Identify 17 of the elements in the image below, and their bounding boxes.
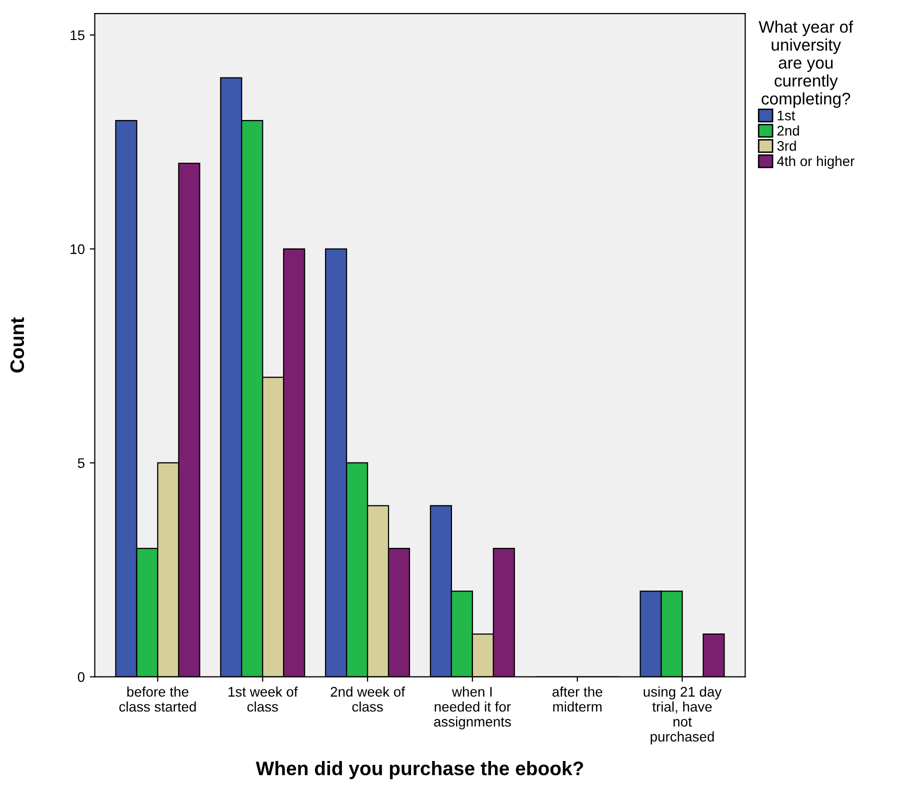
x-tick-label: 2nd week of class [330, 686, 405, 712]
x-tick-label: using 21 day trial, have not purchased [644, 686, 722, 744]
y-tick-label: 0 [78, 672, 84, 682]
x-tick-label: before the class started [119, 686, 196, 712]
x-tick-label: 1st week of class [228, 686, 298, 712]
legend-label: 4th or higher [777, 156, 854, 169]
legend-label: 1st [778, 110, 796, 120]
x-tick-label: after the midterm [552, 686, 602, 712]
y-axis-title: Count [10, 317, 24, 372]
legend-label: 2nd [777, 125, 799, 136]
y-tick-label: 5 [78, 458, 84, 468]
y-tick-label: 10 [70, 244, 84, 254]
x-tick-label: when I needed it for assignments [434, 686, 511, 730]
legend-label: 3rd [777, 140, 796, 151]
y-tick-label: 15 [70, 30, 84, 40]
legend-title: What year of university are you currently completing? [758, 20, 854, 108]
x-axis-title: When did you purchase the ebook? [256, 761, 584, 780]
